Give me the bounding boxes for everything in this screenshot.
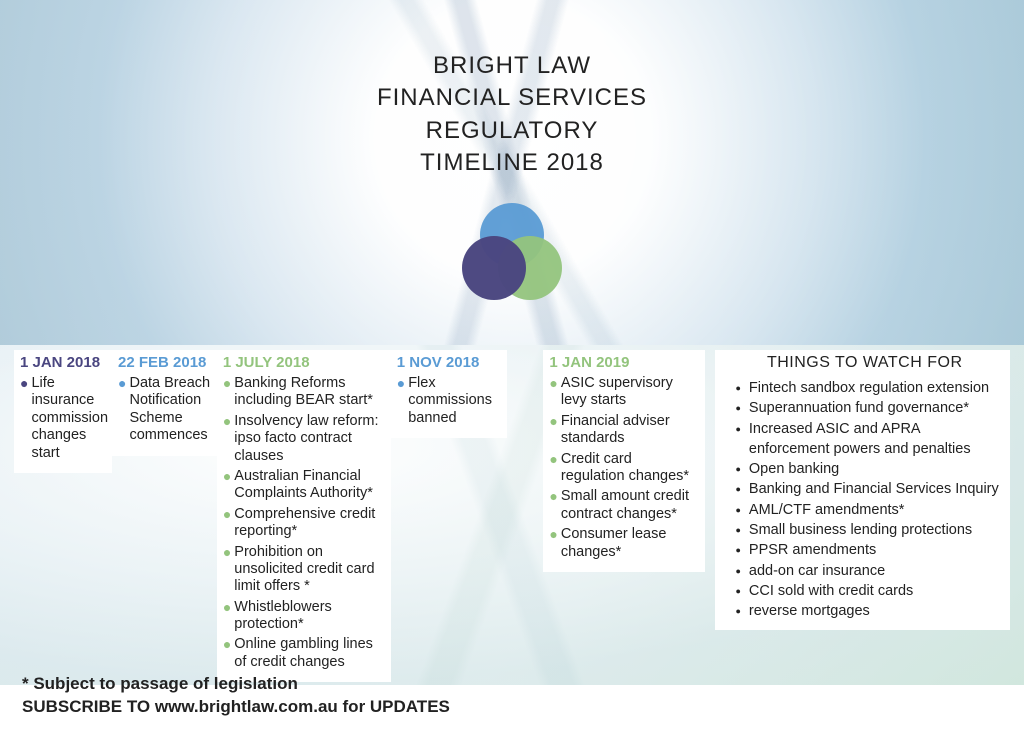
timeline-item: ●Prohibition on unsolicited credit card …: [223, 544, 385, 596]
watch-item-text: Increased ASIC and APRA enforcement powe…: [749, 419, 1000, 460]
timeline-item-text: Small amount credit contract changes*: [561, 488, 700, 523]
watch-item-text: Fintech sandbox regulation extension: [749, 378, 989, 398]
bullet-icon: ●: [223, 544, 231, 596]
timeline-item-list: ●ASIC supervisory levy starts●Financial …: [549, 375, 699, 561]
footer-note: * Subject to passage of legislation SUBS…: [22, 673, 450, 719]
timeline-item-text: Credit card regulation changes*: [561, 451, 700, 486]
bullet-icon: ●: [549, 375, 557, 410]
timeline-item: ●Financial adviser standards: [549, 413, 699, 448]
timeline-column: 1 JAN 2018 ●Life insurance commission cha…: [14, 350, 112, 473]
timeline-item-text: Whistleblowers protection*: [234, 599, 384, 634]
watch-item: Increased ASIC and APRA enforcement powe…: [735, 419, 1000, 460]
watch-item: Open banking: [735, 459, 1000, 479]
timeline-item-text: Financial adviser standards: [561, 413, 700, 448]
watch-item-text: Small business lending protections: [749, 520, 972, 540]
timeline-date: 1 JULY 2018: [223, 354, 385, 371]
watch-list: Fintech sandbox regulation extensionSupe…: [729, 378, 1000, 622]
watch-item-text: Banking and Financial Services Inquiry: [749, 479, 999, 499]
watch-item-text: AML/CTF amendments*: [749, 500, 905, 520]
timeline-item-list: ●Banking Reforms including BEAR start*●I…: [223, 375, 385, 671]
watch-title: THINGS TO WATCH FOR: [729, 354, 1000, 372]
timeline-item: ●Life insurance commission changes start: [20, 375, 106, 462]
watch-item: Banking and Financial Services Inquiry: [735, 479, 1000, 499]
watch-item: CCI sold with credit cards: [735, 581, 1000, 601]
bullet-icon: ●: [223, 506, 231, 541]
timeline-item: ●Banking Reforms including BEAR start*: [223, 375, 385, 410]
title-line: FINANCIAL SERVICES: [0, 82, 1024, 114]
bullet-icon: ●: [223, 468, 231, 503]
watch-item-text: add-on car insurance: [749, 561, 885, 581]
bullet-icon: ●: [20, 375, 28, 462]
bullet-icon: ●: [397, 375, 405, 427]
timeline-item: ●Australian Financial Complaints Authori…: [223, 468, 385, 503]
watch-item-text: Superannuation fund governance*: [749, 398, 969, 418]
timeline-item: ●Consumer lease changes*: [549, 526, 699, 561]
watch-item-text: CCI sold with credit cards: [749, 581, 913, 601]
title-line: REGULATORY: [0, 115, 1024, 147]
timeline-column: 1 JULY 2018●Banking Reforms including BE…: [217, 350, 391, 682]
timeline-item: ●Credit card regulation changes*: [549, 451, 699, 486]
watch-item: AML/CTF amendments*: [735, 500, 1000, 520]
watch-item: Fintech sandbox regulation extension: [735, 378, 1000, 398]
timeline-item-text: Australian Financial Complaints Authorit…: [234, 468, 384, 503]
timeline-item-text: Online gambling lines of credit changes: [234, 636, 384, 671]
watch-column: THINGS TO WATCH FOR Fintech sandbox regul…: [715, 350, 1010, 630]
bullet-icon: ●: [223, 413, 231, 465]
legislation-note: * Subject to passage of legislation: [22, 673, 450, 696]
title-line: TIMELINE 2018: [0, 147, 1024, 179]
timeline-item: ●Comprehensive credit reporting*: [223, 506, 385, 541]
timeline-item: ●ASIC supervisory levy starts: [549, 375, 699, 410]
title-line: BRIGHT LAW: [0, 50, 1024, 82]
bullet-icon: ●: [223, 599, 231, 634]
bullet-icon: ●: [118, 375, 126, 445]
timeline-item: ●Flex commissions banned: [397, 375, 502, 427]
timeline-item-text: Life insurance commission changes start: [31, 375, 108, 462]
page-title: BRIGHT LAW FINANCIAL SERVICES REGULATORY…: [0, 50, 1024, 180]
bullet-icon: ●: [549, 488, 557, 523]
timeline-date: 22 FEB 2018: [118, 354, 211, 371]
timeline-column: 1 NOV 2018 ●Flex commissions banned: [391, 350, 508, 438]
timeline-item: ●Data Breach Notification Scheme commenc…: [118, 375, 211, 445]
timeline-item-list: ●Data Breach Notification Scheme commenc…: [118, 375, 211, 445]
timeline-item-text: Flex commissions banned: [408, 375, 501, 427]
timeline-row: 1 JAN 2018●Life insurance commission cha…: [14, 350, 1010, 682]
bullet-icon: ●: [223, 636, 231, 671]
timeline-item: ●Whistleblowers protection*: [223, 599, 385, 634]
bullet-icon: ●: [549, 526, 557, 561]
watch-item-text: reverse mortgages: [749, 601, 870, 621]
timeline-item-text: ASIC supervisory levy starts: [561, 375, 700, 410]
bullet-icon: ●: [549, 413, 557, 448]
bullet-icon: ●: [549, 451, 557, 486]
timeline-item-text: Banking Reforms including BEAR start*: [234, 375, 384, 410]
timeline-item-text: Comprehensive credit reporting*: [234, 506, 384, 541]
watch-item: Superannuation fund governance*: [735, 398, 1000, 418]
timeline-item-text: Consumer lease changes*: [561, 526, 700, 561]
timeline-item-list: ●Flex commissions banned: [397, 375, 502, 427]
timeline-date: 1 JAN 2019: [549, 354, 699, 371]
logo-venn-icon: [447, 200, 577, 315]
watch-item: add-on car insurance: [735, 561, 1000, 581]
timeline-item-text: Data Breach Notification Scheme commence…: [129, 375, 210, 445]
watch-item-text: Open banking: [749, 459, 839, 479]
timeline-column: 22 FEB 2018 ●Data Breach Notification Sch…: [112, 350, 217, 456]
timeline-item: ●Online gambling lines of credit changes: [223, 636, 385, 671]
timeline-column: 1 JAN 2019●ASIC supervisory levy starts●…: [543, 350, 705, 572]
timeline-date: 1 NOV 2018: [397, 354, 502, 371]
watch-item-text: PPSR amendments: [749, 540, 876, 560]
timeline-item: ●Insolvency law reform: ipso facto contr…: [223, 413, 385, 465]
timeline-item-list: ●Life insurance commission changes start: [20, 375, 106, 462]
timeline-item-text: Insolvency law reform: ipso facto contra…: [234, 413, 384, 465]
watch-item: PPSR amendments: [735, 540, 1000, 560]
watch-item: Small business lending protections: [735, 520, 1000, 540]
timeline-item-text: Prohibition on unsolicited credit card l…: [234, 544, 384, 596]
timeline-item: ●Small amount credit contract changes*: [549, 488, 699, 523]
bullet-icon: ●: [223, 375, 231, 410]
subscribe-note: SUBSCRIBE TO www.brightlaw.com.au for UP…: [22, 696, 450, 719]
watch-item: reverse mortgages: [735, 601, 1000, 621]
timeline-date: 1 JAN 2018: [20, 354, 106, 371]
